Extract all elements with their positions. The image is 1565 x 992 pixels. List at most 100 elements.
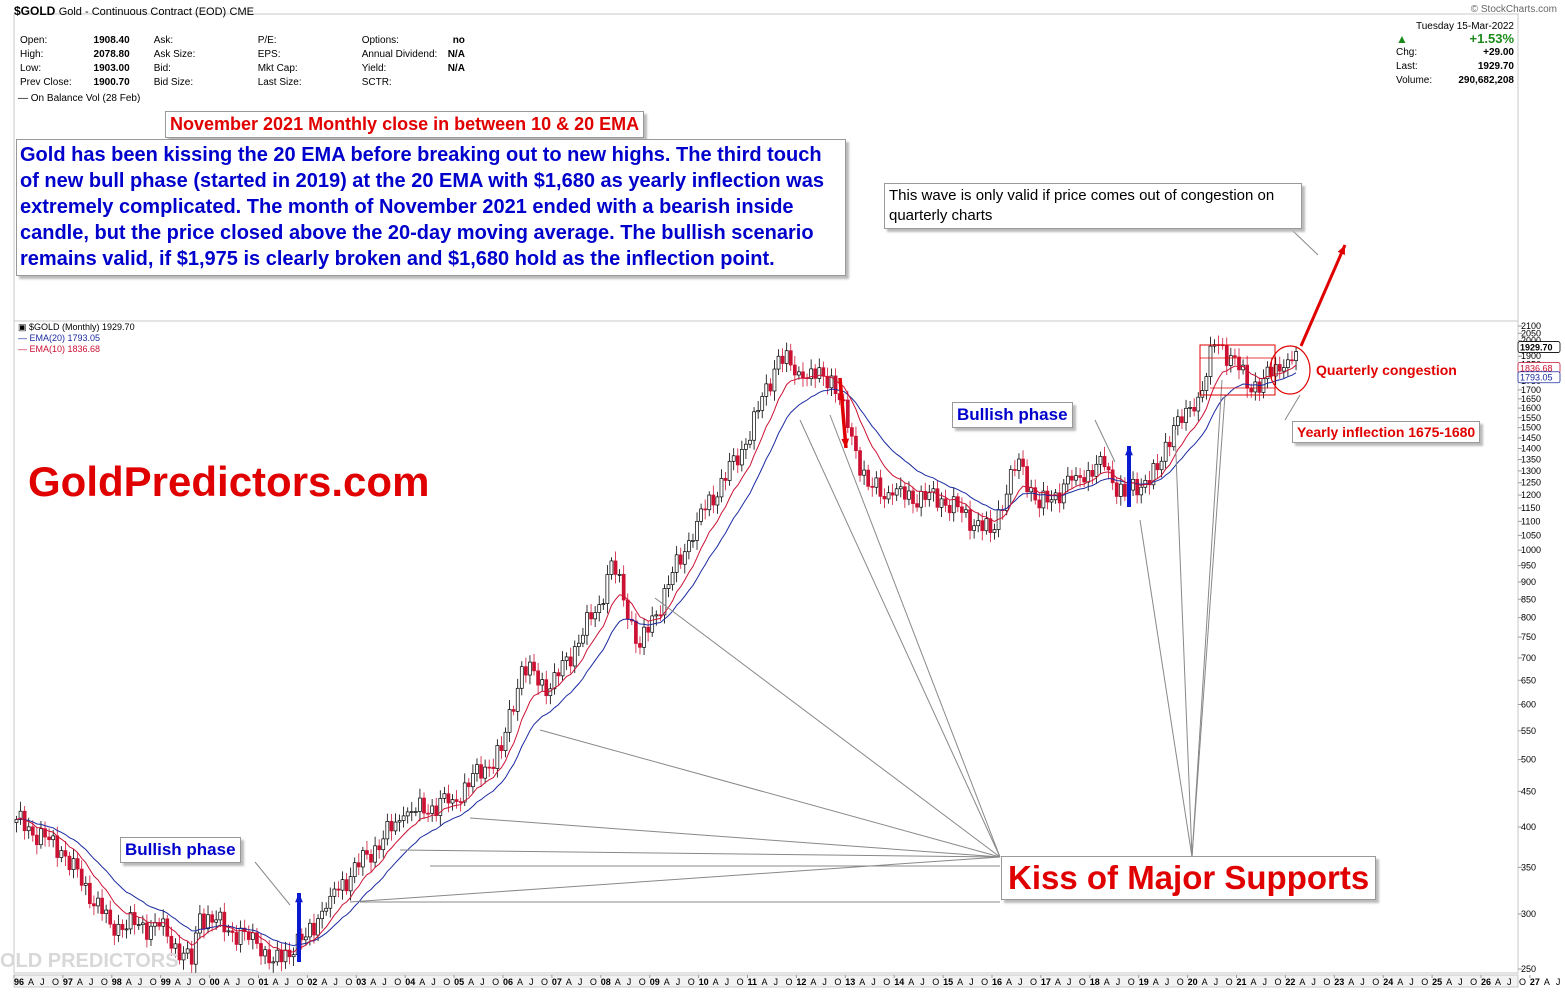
- candle-body: [731, 455, 736, 462]
- candle-body: [1286, 359, 1290, 368]
- candle: [499, 736, 504, 759]
- candle: [198, 905, 202, 939]
- quote-value: 1908.40: [93, 35, 130, 46]
- candle: [1220, 337, 1225, 350]
- candle-body: [324, 907, 329, 912]
- candle-body: [915, 503, 919, 508]
- x-quarter-label: J: [382, 977, 387, 987]
- candle: [397, 814, 402, 832]
- candle-body: [1123, 483, 1127, 497]
- candle: [699, 503, 703, 526]
- x-quarter-label: J: [187, 977, 192, 987]
- candle-body: [768, 383, 773, 392]
- candle: [218, 907, 223, 927]
- candle: [1277, 356, 1282, 379]
- candle-body: [1110, 469, 1115, 484]
- candle-body: [532, 661, 536, 672]
- x-quarter-label: O: [1372, 977, 1379, 987]
- candle-body: [589, 612, 593, 620]
- quote-label: Annual Dividend:: [361, 49, 438, 60]
- candle-body: [1167, 441, 1172, 448]
- ticker-symbol: $GOLD: [14, 4, 56, 18]
- candle: [1167, 436, 1172, 457]
- candle-body: [291, 954, 296, 958]
- candle: [821, 361, 826, 386]
- candle: [234, 925, 239, 951]
- candle-body: [560, 660, 565, 677]
- x-quarter-label: J: [138, 977, 143, 987]
- candle: [560, 651, 565, 681]
- price-label: 1836.68: [1520, 363, 1553, 373]
- candle-body: [968, 509, 972, 531]
- candle: [1286, 353, 1290, 378]
- candle: [365, 841, 369, 860]
- obv-legend: — On Balance Vol (28 Feb): [18, 93, 141, 104]
- candle: [1188, 400, 1192, 418]
- x-year-label: 05: [454, 977, 464, 987]
- x-quarter-label: O: [932, 977, 939, 987]
- quote-row: High: 2078.80 Ask Size: EPS: Annual Divid…: [18, 48, 469, 62]
- x-quarter-label: A: [1055, 977, 1061, 987]
- ema20-line: [16, 372, 1297, 947]
- candle-body: [711, 494, 716, 506]
- candle-body: [157, 922, 161, 927]
- candle-body: [1053, 492, 1058, 501]
- candle-body: [699, 508, 703, 522]
- annotation-title: November 2021 Monthly close in between 1…: [165, 111, 645, 138]
- candle: [340, 871, 345, 900]
- x-quarter-label: J: [1165, 977, 1170, 987]
- quote-value: 1903.00: [93, 63, 130, 74]
- candle-body: [715, 496, 720, 506]
- x-year-label: 24: [1383, 977, 1393, 987]
- candle: [735, 448, 740, 474]
- x-quarter-label: O: [1177, 977, 1184, 987]
- candle: [780, 348, 785, 373]
- candle: [515, 678, 520, 721]
- candle-body: [43, 828, 47, 838]
- candle-body: [797, 371, 801, 376]
- quote-label: P/E:: [257, 35, 277, 46]
- candle: [532, 653, 536, 676]
- candle-body: [409, 811, 414, 813]
- x-quarter-label: A: [1251, 977, 1257, 987]
- candle: [75, 852, 80, 878]
- candle-body: [642, 626, 646, 648]
- candle-body: [140, 922, 145, 925]
- candle-body: [1102, 456, 1107, 468]
- x-year-label: 21: [1237, 977, 1247, 987]
- candle: [829, 368, 834, 396]
- candle: [703, 499, 708, 520]
- annotation-yearly-inflection: Yearly inflection 1675-1680: [1292, 421, 1481, 443]
- candle-body: [662, 588, 667, 616]
- x-quarter-label: O: [1128, 977, 1135, 987]
- candle-body: [483, 766, 487, 779]
- candle-body: [507, 709, 512, 733]
- candle: [548, 683, 553, 705]
- candle: [169, 926, 174, 956]
- x-quarter-label: O: [590, 977, 597, 987]
- candle-body: [536, 670, 540, 686]
- x-year-label: 17: [1041, 977, 1051, 987]
- candle-body: [813, 368, 818, 379]
- candle: [894, 483, 899, 501]
- candle-body: [132, 912, 137, 925]
- y-tick-label: 650: [1521, 675, 1536, 685]
- y-tick-label: 250: [1521, 964, 1536, 974]
- source-credit: © StockCharts.com: [1470, 4, 1557, 15]
- x-quarter-label: J: [333, 977, 338, 987]
- candle: [491, 758, 496, 774]
- candle-body: [581, 634, 585, 644]
- candle: [434, 797, 439, 822]
- x-axis-band: [13, 974, 1519, 988]
- candle: [112, 920, 117, 946]
- candle: [193, 926, 198, 973]
- x-quarter-label: A: [810, 977, 816, 987]
- candle: [524, 657, 528, 683]
- y-tick-label: 400: [1521, 822, 1536, 832]
- quote-table: Open: 1908.40 Ask: P/E: Options: no High: 2…: [18, 34, 469, 90]
- candle-body: [1106, 466, 1111, 471]
- candle: [202, 908, 206, 939]
- ema10-line: [16, 364, 1297, 953]
- candle-body: [320, 910, 324, 920]
- candle-body: [263, 949, 267, 957]
